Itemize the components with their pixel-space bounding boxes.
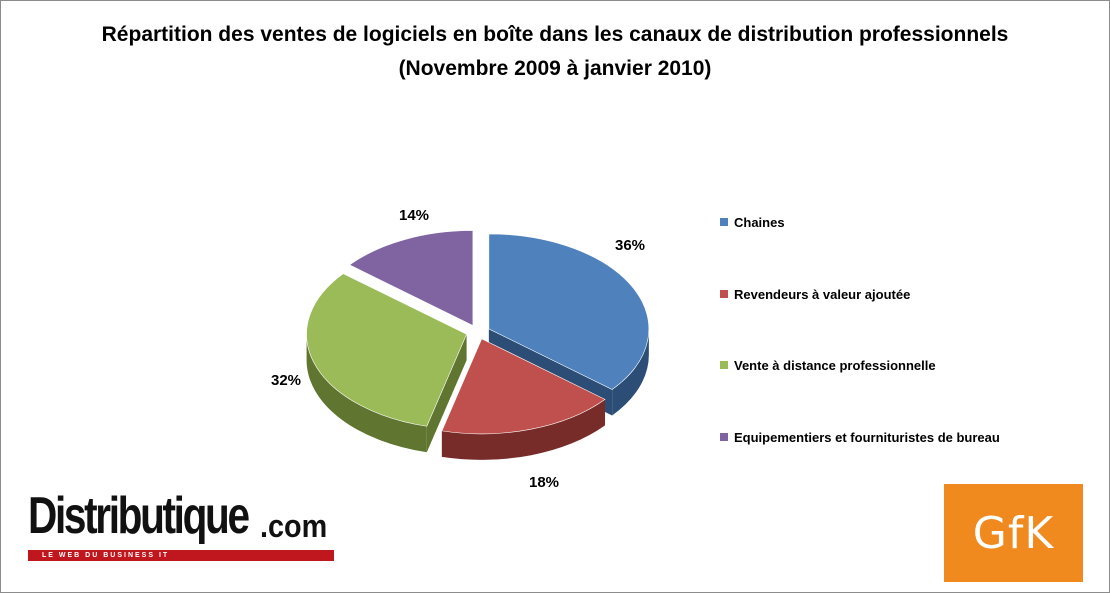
legend-label-revendeurs: Revendeurs à valeur ajoutée — [734, 286, 911, 302]
distributique-logo-domain: .com — [260, 508, 328, 544]
legend-swatch-chaines — [720, 218, 728, 226]
legend-label-chaines: Chaines — [734, 214, 785, 230]
gfk-logo-text: GfK — [972, 507, 1055, 559]
legend-swatch-vente-distance — [720, 361, 728, 369]
data-label-revendeurs: 18% — [529, 474, 559, 491]
legend-item-chaines: Chaines — [720, 212, 785, 232]
chart-title: Répartition des ventes de logiciels en b… — [101, 23, 1009, 46]
gfk-logo: GfK — [944, 484, 1083, 582]
pie-side-vente-distance — [306, 334, 427, 453]
pie-side-revendeurs — [441, 399, 605, 460]
pie-slice-revendeurs — [441, 338, 606, 435]
distributique-logo: Distributique .com LE WEB DU BUSINESS IT — [28, 486, 340, 568]
legend-label-equipementiers: Equipementiers et fournituristes de bure… — [734, 429, 1000, 445]
data-label-chaines: 36% — [615, 237, 645, 254]
pie-side-chaines — [612, 328, 649, 416]
legend-item-equipementiers: Equipementiers et fournituristes de bure… — [720, 427, 1000, 447]
pie-face-vente-distance-0 — [426, 334, 467, 453]
pie-slice-vente-distance — [306, 273, 467, 427]
data-label-equipementiers: 14% — [399, 207, 429, 224]
data-label-vente-distance: 32% — [271, 372, 301, 389]
chart-subtitle: (Novembre 2009 à janvier 2010) — [398, 57, 712, 80]
legend-item-revendeurs: Revendeurs à valeur ajoutée — [720, 284, 910, 304]
distributique-logo-tagline: LE WEB DU BUSINESS IT — [28, 550, 334, 561]
pie-slice-equipementiers — [349, 230, 474, 326]
legend-item-vente-distance: Vente à distance professionnelle — [720, 355, 936, 375]
legend-swatch-revendeurs — [720, 290, 728, 298]
distributique-logo-name: Distributique — [28, 487, 250, 545]
legend-swatch-equipementiers — [720, 433, 728, 441]
pie-slice-chaines — [488, 233, 650, 390]
legend-label-vente-distance: Vente à distance professionnelle — [734, 357, 936, 373]
